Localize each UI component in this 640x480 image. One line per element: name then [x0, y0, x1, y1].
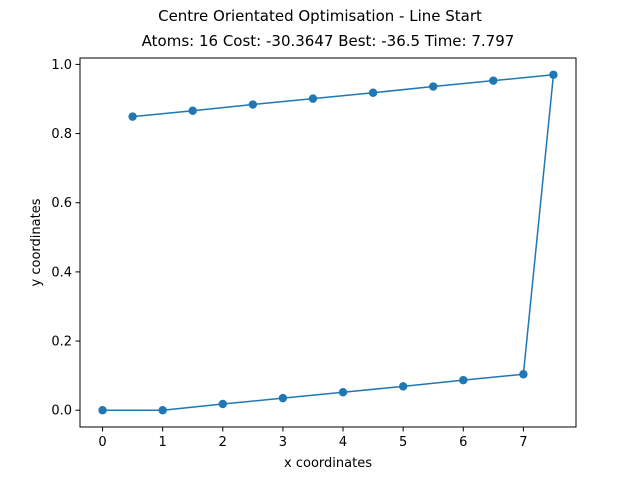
x-tick-label: 3 — [279, 435, 287, 450]
y-tick-label: 0.6 — [51, 196, 72, 211]
chart-title: Atoms: 16 Cost: -30.3647 Best: -36.5 Tim… — [141, 32, 515, 50]
data-point — [398, 382, 408, 391]
data-point — [519, 370, 528, 379]
x-axis-label: x coordinates — [284, 456, 372, 471]
data-point — [549, 70, 558, 79]
x-tick-label: 5 — [399, 435, 407, 450]
data-point — [98, 406, 107, 415]
y-tick-label: 0.4 — [51, 265, 72, 280]
data-point — [278, 393, 288, 403]
series-line — [102, 74, 555, 411]
axis-ticks: 0 1 2 3 4 5 6 7 0.0 0.2 0.4 0.6 0.8 1.0 — [51, 58, 527, 450]
y-tick-label: 0.0 — [51, 404, 72, 419]
x-tick-label: 1 — [159, 435, 167, 450]
x-tick-label: 2 — [219, 435, 227, 450]
plot-area — [98, 70, 558, 415]
data-point — [158, 406, 167, 415]
data-point — [188, 106, 197, 115]
x-tick-label: 7 — [519, 435, 527, 450]
y-tick-label: 0.8 — [51, 127, 72, 142]
data-point — [308, 94, 318, 103]
x-tick-label: 0 — [98, 435, 106, 450]
data-point — [368, 88, 378, 97]
x-tick-label: 6 — [459, 435, 467, 450]
figure-suptitle: Centre Orientated Optimisation - Line St… — [158, 7, 482, 25]
data-point — [128, 112, 137, 121]
y-axis-label: y coordinates — [29, 198, 44, 286]
data-point — [218, 399, 227, 409]
data-point — [248, 100, 258, 109]
data-point — [338, 388, 348, 397]
x-tick-label: 4 — [339, 435, 347, 450]
data-point — [429, 82, 438, 91]
y-tick-label: 0.2 — [51, 335, 72, 350]
y-tick-label: 1.0 — [51, 58, 72, 73]
axes-frame — [79, 57, 577, 428]
data-point — [489, 76, 498, 85]
data-point — [459, 375, 468, 385]
